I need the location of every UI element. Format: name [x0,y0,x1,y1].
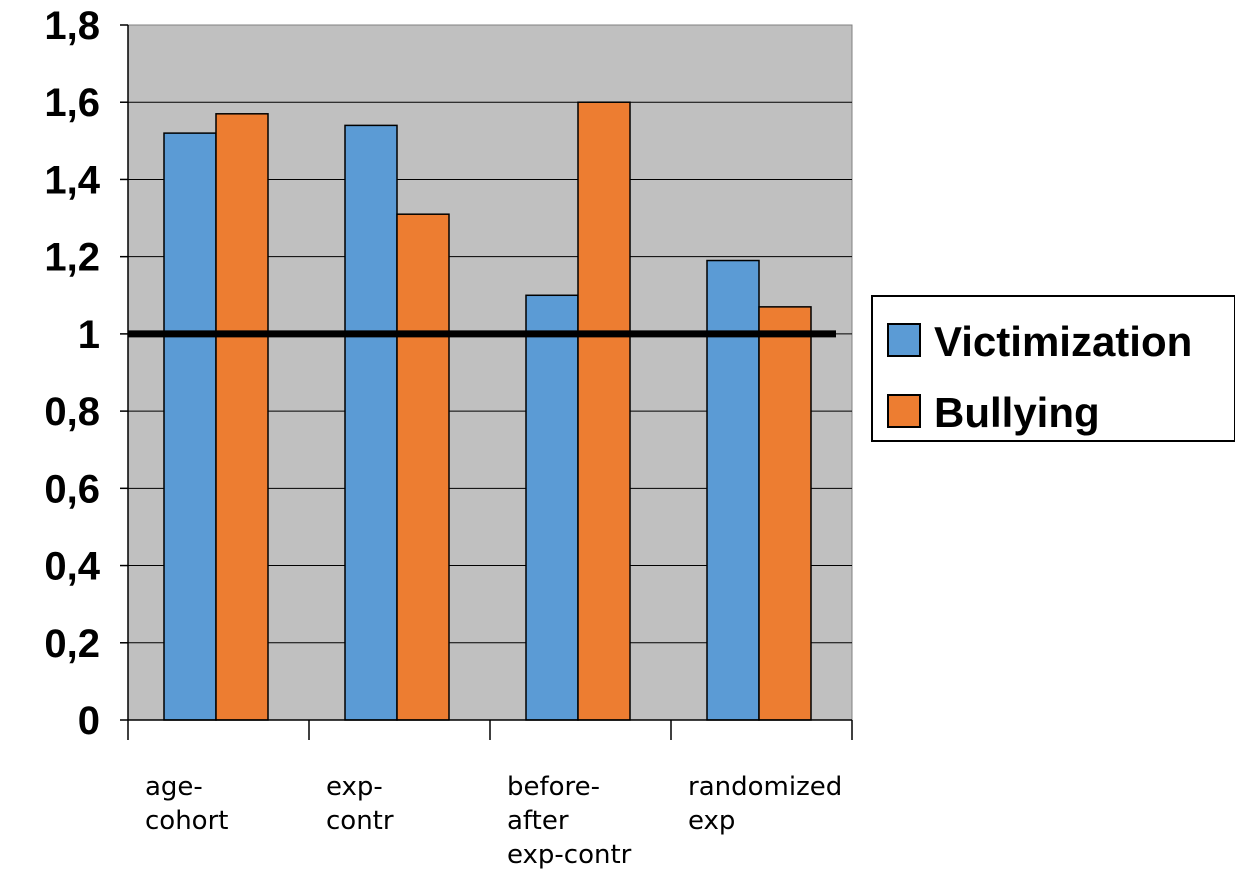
bar-victimization-3 [706,259,760,721]
bar-victimization-1 [344,124,398,721]
x-tick-label-1: exp-contr [326,772,394,836]
bar-bullying-1 [396,213,450,721]
axes [120,24,853,740]
y-tick-label-6: 1,2 [44,236,100,280]
bars [163,101,812,721]
bar-bullying-3 [758,306,812,721]
y-tick-label-8: 1,6 [44,81,100,125]
bar-victimization-2 [525,294,579,721]
y-tick-label-0: 0 [78,699,100,743]
legend-swatch-bullying [887,394,921,428]
y-tick-labels: 0 0,2 0,4 0,6 0,8 1 1,2 1,4 1,6 1,8 [44,4,100,743]
x-tick-label-2: before-after exp-contr [507,772,632,870]
y-tick-label-4: 0,8 [44,390,100,434]
legend: Victimization Bullying [871,295,1235,442]
bar-bullying-2 [577,101,631,721]
bar-victimization-0 [163,132,217,721]
x-tick-label-3: randomized exp [688,772,842,836]
y-tick-label-5: 1 [78,313,100,357]
x-tick-label-0: age-cohort [145,772,228,836]
y-tick-label-3: 0,6 [44,467,100,511]
y-tick-label-2: 0,4 [44,545,100,589]
bar-bullying-0 [215,113,269,721]
y-tick-label-7: 1,4 [44,158,100,202]
legend-label-victimization: Victimization [934,318,1192,365]
legend-box [871,295,1235,442]
legend-label-bullying: Bullying [934,389,1100,436]
y-tick-label-1: 0,2 [44,622,100,666]
y-tick-label-9: 1,8 [44,4,100,48]
legend-swatch-victimization [887,323,921,357]
x-tick-labels: age-cohort exp-contr before-after exp-contr… [145,772,842,870]
